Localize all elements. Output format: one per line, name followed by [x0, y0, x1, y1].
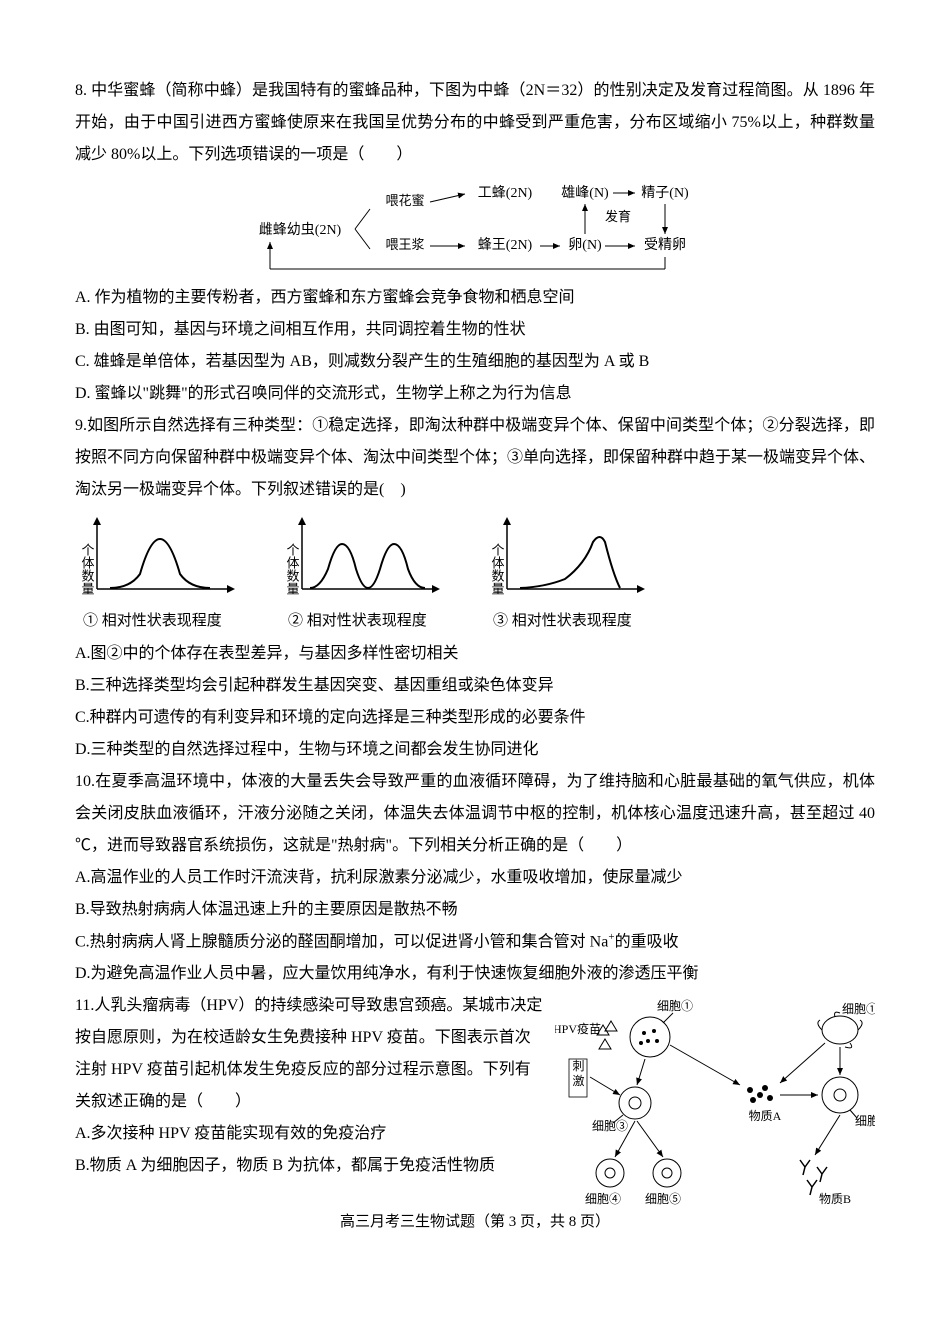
q10-stem: 10.在夏季高温环境中，体液的大量丢失会导致严重的血液循环障碍，为了维持脑和心脏… [75, 766, 875, 862]
q8-stem: 8. 中华蜜蜂（简称中蜂）是我国特有的蜜蜂品种，下图为中蜂（2N＝32）的性别决… [75, 75, 875, 171]
chart-label: ② 相对性状表现程度 [280, 609, 445, 630]
svg-text:物质A: 物质A [749, 1109, 782, 1123]
svg-text:雄峰(N): 雄峰(N) [561, 185, 609, 201]
svg-text:雌蜂幼虫(2N): 雌蜂幼虫(2N) [259, 222, 342, 238]
q10-option-a: A.高温作业的人员工作时汗流浃背，抗利尿激素分泌减少，水重吸收增加，使尿量减少 [75, 862, 875, 894]
q8-option-a: A. 作为植物的主要传粉者，西方蜜蜂和东方蜜蜂会竞争食物和栖息空间 [75, 282, 875, 314]
svg-text:受精卵: 受精卵 [644, 237, 686, 253]
svg-text:个体数量: 个体数量 [490, 543, 505, 595]
svg-text:HPV疫苗: HPV疫苗 [555, 1021, 601, 1036]
q8-option-c: C. 雄蜂是单倍体，若基因型为 AB，则减数分裂产生的生殖细胞的基因型为 A 或… [75, 346, 875, 378]
q9-charts: 个体数量 ① 相对性状表现程度 个体数量 ② 相对性状表现程度 个体数量 ③ 相… [75, 514, 875, 630]
q8-option-d: D. 蜜蜂以"跳舞"的形式召唤同伴的交流形式，生物学上称之为行为信息 [75, 378, 875, 410]
svg-text:个体数量: 个体数量 [80, 543, 95, 595]
chart-label: ③ 相对性状表现程度 [485, 609, 650, 630]
svg-text:细胞④: 细胞④ [585, 1192, 621, 1206]
svg-text:细胞①: 细胞① [842, 1002, 875, 1016]
q11-immune-diagram: HPV疫苗 细胞① 刺 激 细胞③ 物质A 细胞① [555, 995, 875, 1210]
svg-text:工蜂(2N): 工蜂(2N) [478, 185, 533, 201]
q8-bee-diagram: 雌蜂幼虫(2N) 喂花蜜 工蜂(2N) 雄峰(N) 精子(N) 发育 喂王浆 蜂… [255, 179, 695, 274]
q10-option-d: D.为避免高温作业人员中暑，应大量饮用纯净水，有利于快速恢复细胞外液的渗透压平衡 [75, 958, 875, 990]
svg-text:细胞③: 细胞③ [592, 1119, 628, 1133]
svg-text:物质B: 物质B [819, 1192, 851, 1206]
q9-chart-1: 个体数量 [75, 514, 240, 604]
svg-text:细胞①: 细胞① [657, 999, 693, 1013]
q9-option-d: D.三种类型的自然选择过程中，生物与环境之间都会发生协同进化 [75, 734, 875, 766]
q8-option-b: B. 由图可知，基因与环境之间相互作用，共同调控着生物的性状 [75, 314, 875, 346]
q9-option-a: A.图②中的个体存在表型差异，与基因多样性密切相关 [75, 638, 875, 670]
q9-option-b: B.三种选择类型均会引起种群发生基因突变、基因重组或染色体变异 [75, 670, 875, 702]
svg-text:发育: 发育 [605, 209, 631, 224]
q9-chart-3: 个体数量 [485, 514, 650, 604]
svg-text:刺 激: 刺 激 [571, 1059, 585, 1087]
q10-option-c: C.热射病病人肾上腺髓质分泌的醛固酮增加，可以促进肾小管和集合管对 Na+的重吸… [75, 926, 875, 958]
q9-stem: 9.如图所示自然选择有三种类型：①稳定选择，即淘汰种群中极端变异个体、保留中间类… [75, 410, 875, 506]
svg-text:细胞②: 细胞② [855, 1114, 875, 1128]
svg-text:卵(N): 卵(N) [568, 237, 602, 253]
svg-text:喂王浆: 喂王浆 [385, 237, 424, 252]
svg-text:精子(N): 精子(N) [641, 185, 689, 201]
chart-label: ① 相对性状表现程度 [75, 609, 240, 630]
svg-text:个体数量: 个体数量 [285, 543, 300, 595]
svg-text:细胞⑤: 细胞⑤ [645, 1192, 681, 1206]
page-footer: 高三月考三生物试题（第 3 页，共 8 页） [75, 1210, 875, 1231]
q9-chart-2: 个体数量 [280, 514, 445, 604]
svg-text:喂花蜜: 喂花蜜 [385, 193, 424, 208]
q8-diagram-container: 雌蜂幼虫(2N) 喂花蜜 工蜂(2N) 雄峰(N) 精子(N) 发育 喂王浆 蜂… [75, 179, 875, 274]
q10-option-b: B.导致热射病病人体温迅速上升的主要原因是散热不畅 [75, 894, 875, 926]
q9-option-c: C.种群内可遗传的有利变异和环境的定向选择是三种类型形成的必要条件 [75, 702, 875, 734]
svg-text:蜂王(2N): 蜂王(2N) [478, 237, 533, 253]
